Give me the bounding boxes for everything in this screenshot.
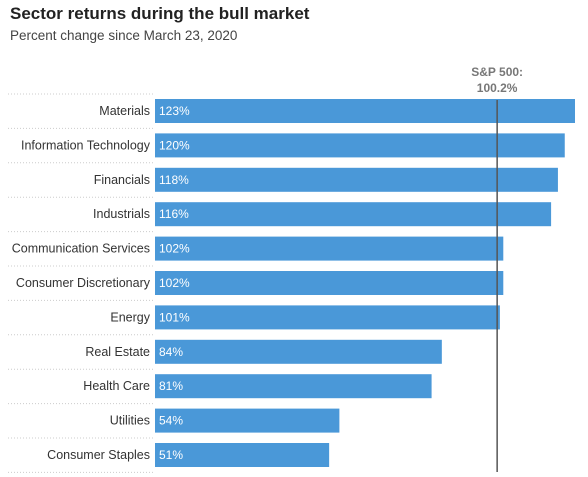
chart-subtitle: Percent change since March 23, 2020	[10, 28, 238, 43]
chart-title: Sector returns during the bull market	[10, 4, 310, 23]
bar-value-label: 102%	[159, 242, 190, 256]
bar-value-label: 120%	[159, 138, 190, 152]
category-label: Health Care	[83, 379, 150, 393]
bar-consumer-discretionary	[155, 271, 504, 295]
category-label: Energy	[110, 310, 150, 324]
bar-consumer-staples	[155, 443, 330, 467]
category-label: Information Technology	[21, 138, 151, 152]
bar-materials	[155, 99, 575, 123]
category-label: Financials	[94, 173, 150, 187]
category-label: Consumer Discretionary	[16, 276, 151, 290]
category-label: Utilities	[110, 414, 150, 428]
bar-value-label: 81%	[159, 379, 183, 393]
bar-real-estate	[155, 339, 442, 364]
sp500-reference-value: 100.2%	[477, 81, 518, 95]
bar-value-label: 123%	[159, 104, 190, 118]
bar-value-label: 118%	[159, 173, 189, 187]
bar-utilities	[155, 408, 340, 433]
bar-information-technology	[155, 133, 565, 158]
category-label: Industrials	[93, 207, 150, 221]
category-label: Real Estate	[85, 345, 150, 359]
bar-value-label: 51%	[159, 448, 183, 462]
bar-value-label: 54%	[159, 414, 183, 428]
category-label: Communication Services	[12, 242, 150, 256]
bar-health-care	[155, 374, 432, 399]
bar-value-label: 101%	[159, 310, 190, 324]
category-label: Materials	[99, 104, 150, 118]
bar-value-label: 116%	[159, 207, 189, 221]
bar-value-label: 84%	[159, 345, 183, 359]
category-label: Consumer Staples	[47, 448, 150, 462]
bar-value-label: 102%	[159, 276, 190, 290]
bar-financials	[155, 167, 558, 192]
bar-industrials	[155, 202, 552, 227]
bar-communication-services	[155, 236, 504, 261]
bar-energy	[155, 305, 500, 330]
sp500-reference-label: S&P 500:	[471, 65, 523, 79]
